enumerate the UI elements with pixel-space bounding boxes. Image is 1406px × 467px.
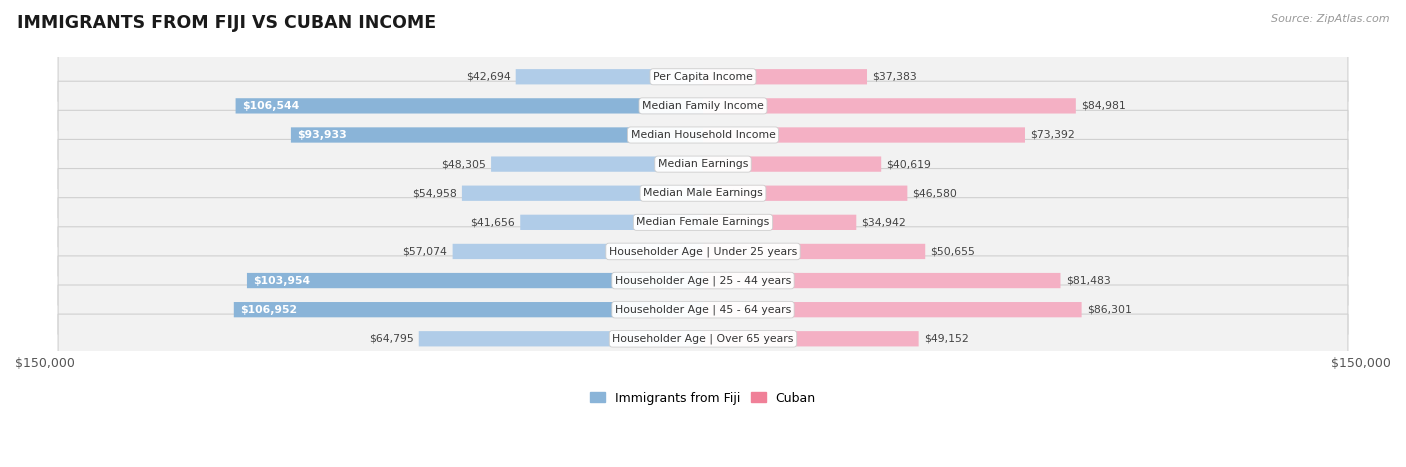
Text: $40,619: $40,619 [886, 159, 931, 169]
Text: $81,483: $81,483 [1066, 276, 1111, 285]
FancyBboxPatch shape [703, 127, 1025, 142]
Text: Householder Age | 25 - 44 years: Householder Age | 25 - 44 years [614, 276, 792, 286]
FancyBboxPatch shape [419, 331, 703, 347]
Text: $37,383: $37,383 [872, 72, 917, 82]
Text: $64,795: $64,795 [368, 334, 413, 344]
Text: Median Earnings: Median Earnings [658, 159, 748, 169]
Text: $103,954: $103,954 [253, 276, 311, 285]
FancyBboxPatch shape [233, 302, 703, 317]
FancyBboxPatch shape [703, 244, 925, 259]
Text: $41,656: $41,656 [470, 217, 515, 227]
FancyBboxPatch shape [703, 302, 1081, 317]
FancyBboxPatch shape [58, 198, 1348, 247]
FancyBboxPatch shape [58, 52, 1348, 101]
Text: $93,933: $93,933 [298, 130, 347, 140]
FancyBboxPatch shape [703, 185, 907, 201]
FancyBboxPatch shape [463, 185, 703, 201]
FancyBboxPatch shape [58, 314, 1348, 363]
FancyBboxPatch shape [58, 227, 1348, 276]
Text: $34,942: $34,942 [862, 217, 907, 227]
Text: $50,655: $50,655 [931, 247, 976, 256]
FancyBboxPatch shape [703, 331, 918, 347]
Text: Median Female Earnings: Median Female Earnings [637, 217, 769, 227]
FancyBboxPatch shape [703, 69, 868, 85]
Text: $46,580: $46,580 [912, 188, 957, 198]
Text: Householder Age | Over 65 years: Householder Age | Over 65 years [612, 333, 794, 344]
Text: Median Household Income: Median Household Income [630, 130, 776, 140]
Text: Median Male Earnings: Median Male Earnings [643, 188, 763, 198]
FancyBboxPatch shape [491, 156, 703, 172]
Text: $57,074: $57,074 [402, 247, 447, 256]
Text: Householder Age | Under 25 years: Householder Age | Under 25 years [609, 246, 797, 257]
FancyBboxPatch shape [520, 215, 703, 230]
Text: Median Family Income: Median Family Income [643, 101, 763, 111]
FancyBboxPatch shape [58, 140, 1348, 189]
FancyBboxPatch shape [58, 110, 1348, 160]
Text: Source: ZipAtlas.com: Source: ZipAtlas.com [1271, 14, 1389, 24]
Text: $54,958: $54,958 [412, 188, 457, 198]
FancyBboxPatch shape [291, 127, 703, 142]
Text: $106,952: $106,952 [240, 304, 298, 315]
Text: $86,301: $86,301 [1087, 304, 1132, 315]
Text: IMMIGRANTS FROM FIJI VS CUBAN INCOME: IMMIGRANTS FROM FIJI VS CUBAN INCOME [17, 14, 436, 32]
FancyBboxPatch shape [58, 256, 1348, 305]
Text: $84,981: $84,981 [1081, 101, 1126, 111]
Text: Per Capita Income: Per Capita Income [652, 72, 754, 82]
Legend: Immigrants from Fiji, Cuban: Immigrants from Fiji, Cuban [585, 387, 821, 410]
FancyBboxPatch shape [58, 285, 1348, 334]
FancyBboxPatch shape [703, 215, 856, 230]
FancyBboxPatch shape [236, 98, 703, 113]
Text: $73,392: $73,392 [1031, 130, 1076, 140]
Text: $106,544: $106,544 [242, 101, 299, 111]
FancyBboxPatch shape [703, 98, 1076, 113]
FancyBboxPatch shape [247, 273, 703, 288]
Text: $42,694: $42,694 [465, 72, 510, 82]
FancyBboxPatch shape [453, 244, 703, 259]
FancyBboxPatch shape [703, 156, 882, 172]
Text: Householder Age | 45 - 64 years: Householder Age | 45 - 64 years [614, 304, 792, 315]
FancyBboxPatch shape [58, 169, 1348, 218]
Text: $48,305: $48,305 [441, 159, 486, 169]
FancyBboxPatch shape [58, 81, 1348, 131]
Text: $49,152: $49,152 [924, 334, 969, 344]
FancyBboxPatch shape [703, 273, 1060, 288]
FancyBboxPatch shape [516, 69, 703, 85]
